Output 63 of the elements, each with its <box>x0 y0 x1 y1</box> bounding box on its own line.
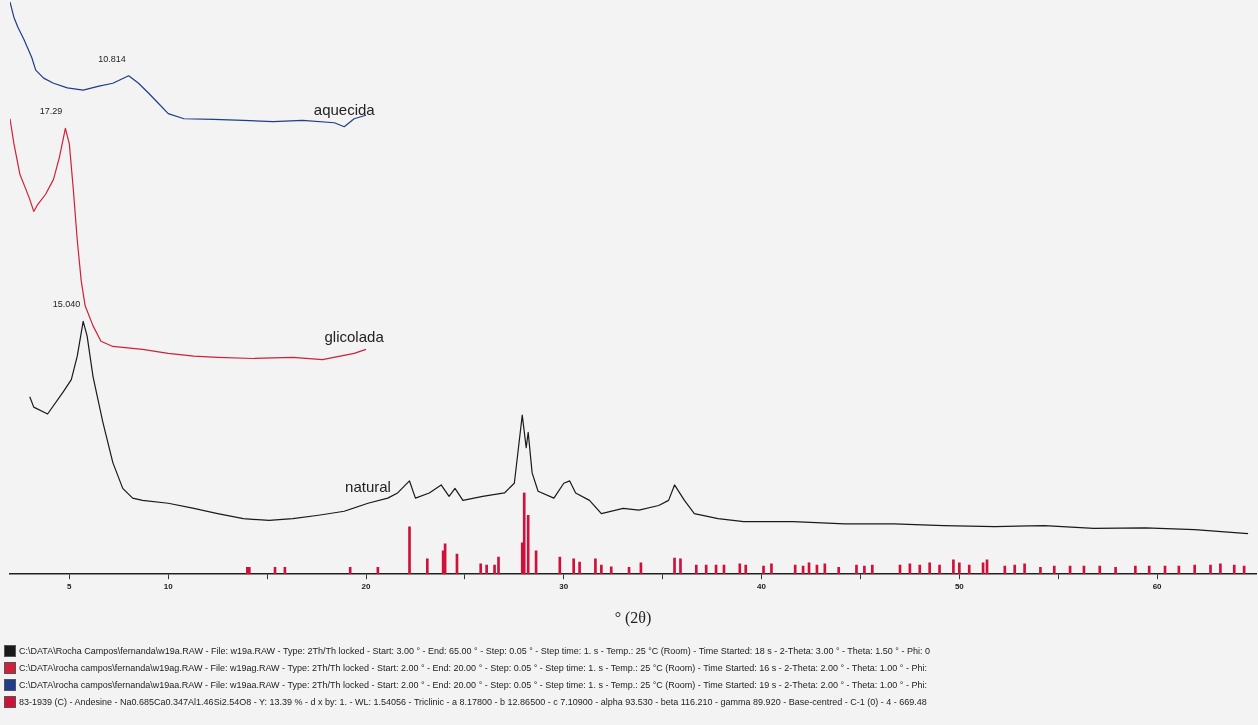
annotation: natural <box>345 477 391 495</box>
bar <box>928 562 931 575</box>
annotation: aquecida <box>313 101 376 119</box>
bar <box>793 564 797 575</box>
legend-label: C:\DATA\Rocha Campos\fernanda\w19a.RAW - File: w19a.RAW - Type: 2Th/Th locked - Start: 3.00 ° - End: 65.00 ° - Step: 0.05 ° - Step time: 1. s - Temp.: 25 °C (Room) - Time Started: 18 s - 2-Theta: 3.00 ° - Theta: 1.50 ° - Phi: 0 <box>19 645 930 656</box>
bar <box>594 558 597 575</box>
bar <box>863 565 866 575</box>
annotation: 10.814 <box>98 53 126 64</box>
bar <box>578 561 581 575</box>
bar <box>694 564 698 575</box>
bar <box>744 564 748 575</box>
bar <box>952 559 955 575</box>
x-tick-label: 30 <box>559 582 569 592</box>
x-tick-label: 60 <box>1152 582 1163 592</box>
bar <box>918 564 922 575</box>
annotation: 17.29 <box>39 106 63 117</box>
bar <box>679 558 682 575</box>
bar <box>1098 565 1102 575</box>
bar <box>497 556 500 575</box>
bar <box>938 564 941 575</box>
bar <box>522 492 526 575</box>
x-axis-title: ° (2θ) <box>614 608 652 627</box>
bar <box>1114 567 1117 575</box>
bar <box>855 564 858 575</box>
bar <box>673 557 676 575</box>
bar <box>485 564 488 575</box>
legend-label: C:\DATA\rocha campos\fernanda\w19ag.RAW - File: w19ag.RAW - Type: 2Th/Th locked - Start: 2.00 ° - End: 20.00 ° - Step: 0.05 ° - Step time: 1. s - Temp.: 25 °C (Room) - Time Started: 16 s - 2-Theta: 2.00 ° - Theta: 1.00 ° - Phi: <box>19 662 927 673</box>
bar <box>1147 565 1151 575</box>
bar <box>837 567 841 575</box>
bar <box>408 526 411 575</box>
annotation: 15.040 <box>52 299 81 310</box>
bar <box>425 558 429 575</box>
x-tick-label: 50 <box>954 582 965 592</box>
bar <box>1013 564 1017 575</box>
bar <box>1209 564 1212 575</box>
bar <box>770 563 773 575</box>
legend-label: 83-1939 (C) - Andesine - Na0.685Ca0.347Al1.46Si2.54O8 - Y: 13.39 % - d x by: 1. - WL: 1.54056 - Triclinic - a 8.17800 - b 12.86500 - c 7.10900 - alpha 93.530 - beta 116.210 - gamma 89.920 - Base-centred - C-1 (0) - 4 - 669.48 <box>19 696 927 707</box>
bar <box>479 563 483 575</box>
bar <box>1039 567 1042 575</box>
bar <box>558 556 562 575</box>
x-tick-label: 40 <box>757 582 767 592</box>
bar <box>1134 565 1137 575</box>
bar <box>1052 565 1056 575</box>
bar <box>870 564 874 575</box>
bar <box>1219 563 1222 575</box>
bar <box>1193 564 1197 575</box>
bar <box>348 567 352 575</box>
bar <box>600 564 603 575</box>
x-tick-label: 20 <box>361 582 371 592</box>
bar <box>704 564 708 575</box>
bar <box>1023 563 1026 575</box>
annotation: glicolada <box>324 327 385 345</box>
bar <box>958 562 961 575</box>
bar <box>1232 564 1236 575</box>
bar <box>738 563 742 575</box>
legend-label: C:\DATA\rocha campos\fernanda\w19aa.RAW - File: w19aa.RAW - Type: 2Th/Th locked - Start: 2.00 ° - End: 20.00 ° - Step: 0.05 ° - Step time: 1. s - Temp.: 25 °C (Room) - Time Started: 19 s - 2-Theta: 2.00 ° - Theta: 1.00 ° - Phi: <box>19 679 927 690</box>
bar <box>967 564 971 575</box>
bar <box>609 566 613 575</box>
x-tick-label: 10 <box>163 582 174 592</box>
bar <box>762 565 765 575</box>
bar <box>572 558 575 575</box>
bar <box>1003 565 1007 575</box>
x-tick-label: 5 <box>67 582 73 592</box>
